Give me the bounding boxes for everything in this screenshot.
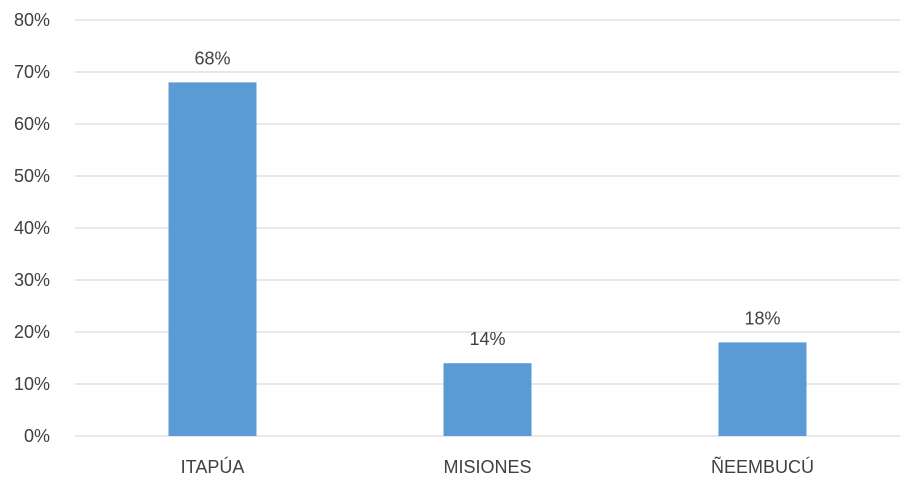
y-tick-label: 40%	[14, 218, 50, 238]
y-axis-tick-labels: 0% 10% 20% 30% 40% 50% 60% 70% 80%	[14, 10, 50, 446]
category-label: ITAPÚA	[181, 456, 245, 477]
y-tick-label: 80%	[14, 10, 50, 30]
data-label: 18%	[744, 308, 780, 328]
y-tick-label: 10%	[14, 374, 50, 394]
category-label: MISIONES	[443, 457, 531, 477]
y-tick-label: 70%	[14, 62, 50, 82]
data-label: 14%	[469, 329, 505, 349]
category-label: ÑEEMBUCÚ	[711, 456, 814, 477]
bar	[168, 82, 257, 437]
y-tick-label: 60%	[14, 114, 50, 134]
y-tick-label: 0%	[24, 426, 50, 446]
x-axis-category-labels: ITAPÚA MISIONES ÑEEMBUCÚ	[181, 456, 814, 477]
bar	[718, 342, 807, 436]
y-tick-label: 50%	[14, 166, 50, 186]
data-label: 68%	[194, 48, 230, 68]
y-tick-label: 20%	[14, 322, 50, 342]
y-tick-label: 30%	[14, 270, 50, 290]
bar	[443, 363, 532, 436]
bars	[168, 82, 807, 437]
data-labels: 68% 14% 18%	[194, 48, 780, 349]
